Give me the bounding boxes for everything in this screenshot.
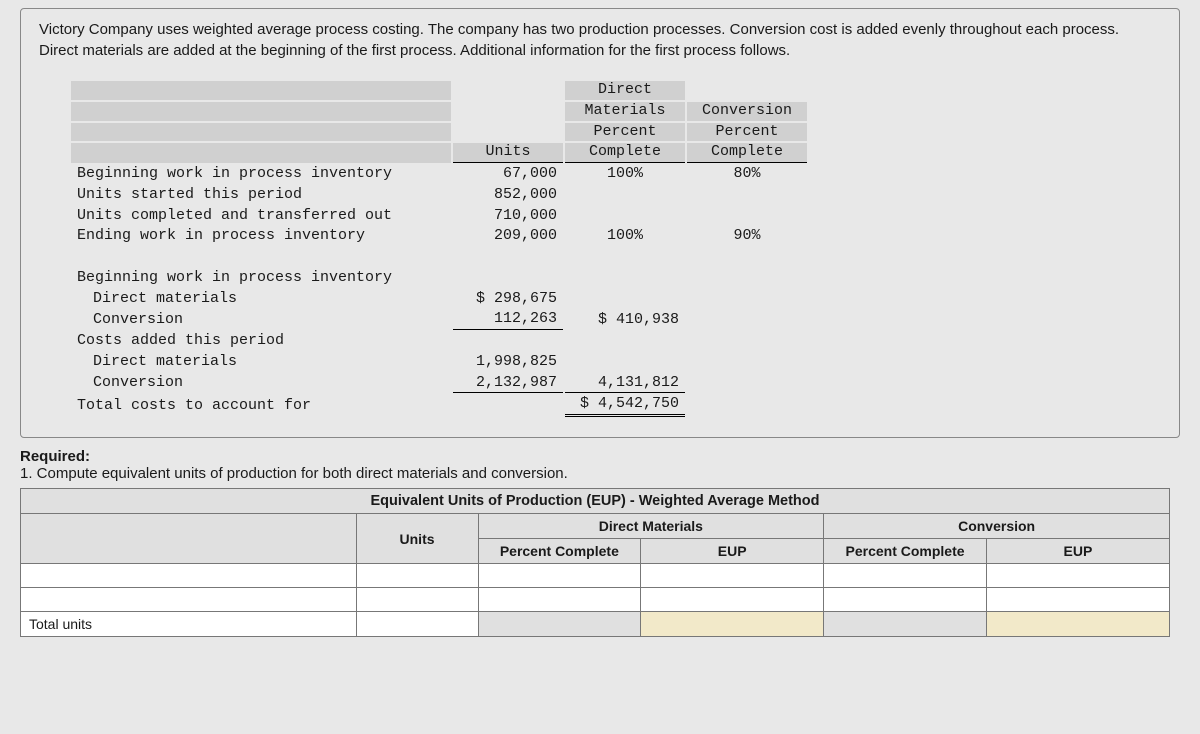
intro-text: Victory Company uses weighted average pr…	[39, 19, 1161, 61]
eup-row1-cv-pct[interactable]	[824, 564, 987, 588]
eup-col-dm: Direct Materials	[478, 514, 824, 539]
hdr-dm-4: Complete	[565, 143, 685, 163]
eup-row1-label[interactable]	[21, 564, 357, 588]
eup-dm-pct: Percent Complete	[478, 539, 641, 564]
eup-cv-eup: EUP	[986, 539, 1169, 564]
required-item-1: 1. Compute equivalent units of productio…	[20, 465, 568, 482]
eup-row2-cv-eup[interactable]	[986, 588, 1169, 612]
eup-row2-dm-eup[interactable]	[641, 588, 824, 612]
eup-row1-dm-eup[interactable]	[641, 564, 824, 588]
eup-row1-cv-eup[interactable]	[986, 564, 1169, 588]
required-block: Required: 1. Compute equivalent units of…	[20, 448, 1180, 482]
problem-panel: Victory Company uses weighted average pr…	[20, 8, 1180, 438]
eup-total-units[interactable]	[356, 612, 478, 637]
eup-total-label: Total units	[21, 612, 357, 637]
data-table: Direct Materials Conversion Percent Perc…	[69, 79, 809, 419]
eup-row1-dm-pct[interactable]	[478, 564, 641, 588]
required-label: Required:	[20, 448, 90, 465]
hdr-cv-3: Complete	[687, 143, 807, 163]
eup-cv-pct: Percent Complete	[824, 539, 987, 564]
cost-total-label: Total costs to account for	[71, 395, 451, 417]
hdr-cv-1: Conversion	[687, 102, 807, 121]
eup-row2-dm-pct[interactable]	[478, 588, 641, 612]
hdr-cv-2: Percent	[687, 123, 807, 142]
cost-added-label: Costs added this period	[71, 332, 451, 351]
eup-title: Equivalent Units of Production (EUP) - W…	[21, 489, 1170, 514]
eup-table: Equivalent Units of Production (EUP) - W…	[20, 488, 1170, 637]
hdr-dm-1: Direct	[565, 81, 685, 100]
eup-col-cv: Conversion	[824, 514, 1170, 539]
eup-row1-units[interactable]	[356, 564, 478, 588]
row-end-wip: Ending work in process inventory 209,000…	[71, 227, 807, 246]
eup-total-cv-pct	[824, 612, 987, 637]
eup-col-units: Units	[356, 514, 478, 564]
eup-row-2	[21, 588, 1170, 612]
eup-row-total: Total units	[21, 612, 1170, 637]
row-started: Units started this period 852,000	[71, 186, 807, 205]
eup-total-dm-eup[interactable]	[641, 612, 824, 637]
eup-total-dm-pct	[478, 612, 641, 637]
hdr-dm-3: Percent	[565, 123, 685, 142]
eup-row2-label[interactable]	[21, 588, 357, 612]
hdr-units: Units	[453, 143, 563, 163]
eup-total-cv-eup[interactable]	[986, 612, 1169, 637]
eup-row-1	[21, 564, 1170, 588]
eup-row2-units[interactable]	[356, 588, 478, 612]
eup-row2-cv-pct[interactable]	[824, 588, 987, 612]
row-completed: Units completed and transferred out 710,…	[71, 207, 807, 226]
cost-beg-wip-label: Beginning work in process inventory	[71, 269, 451, 288]
hdr-dm-2: Materials	[565, 102, 685, 121]
row-beg-wip: Beginning work in process inventory 67,0…	[71, 165, 807, 184]
eup-dm-eup: EUP	[641, 539, 824, 564]
